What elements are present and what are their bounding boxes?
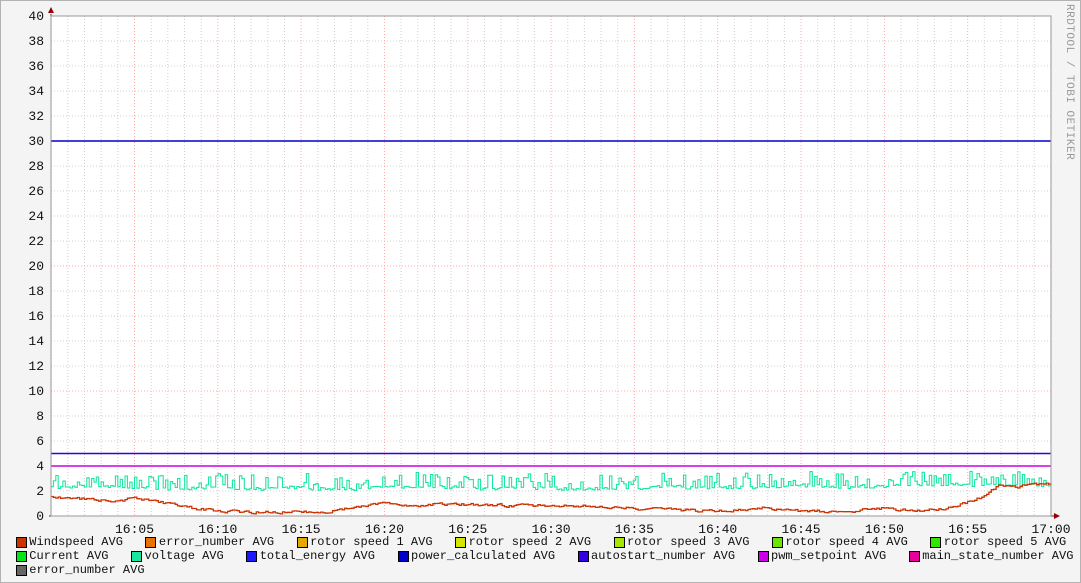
svg-text:2: 2	[36, 484, 44, 499]
svg-text:14: 14	[28, 334, 44, 349]
svg-text:16: 16	[28, 309, 44, 324]
svg-text:28: 28	[28, 159, 44, 174]
svg-text:6: 6	[36, 434, 44, 449]
svg-text:34: 34	[28, 84, 44, 99]
svg-text:10: 10	[28, 384, 44, 399]
svg-text:32: 32	[28, 109, 44, 124]
svg-text:30: 30	[28, 134, 44, 149]
svg-text:36: 36	[28, 59, 44, 74]
svg-text:4: 4	[36, 459, 44, 474]
svg-text:12: 12	[28, 359, 44, 374]
svg-text:22: 22	[28, 234, 44, 249]
svg-text:40: 40	[28, 9, 44, 24]
svg-text:8: 8	[36, 409, 44, 424]
svg-text:38: 38	[28, 34, 44, 49]
svg-text:0: 0	[36, 509, 44, 524]
svg-text:24: 24	[28, 209, 44, 224]
svg-text:20: 20	[28, 259, 44, 274]
svg-text:26: 26	[28, 184, 44, 199]
svg-text:18: 18	[28, 284, 44, 299]
